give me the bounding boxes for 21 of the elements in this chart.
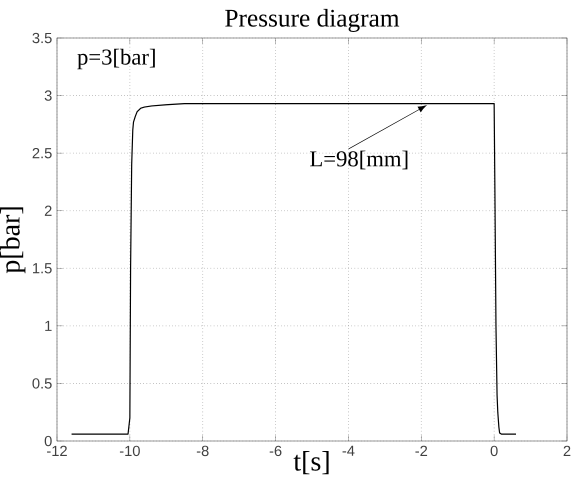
x-tick-label: -10 [120, 446, 140, 456]
y-tick-label: 0.5 [32, 378, 52, 389]
chart-title: Pressure diagram [225, 8, 400, 32]
annotation: L=98[mm] [310, 150, 408, 170]
y-tick-label: 2.5 [32, 148, 52, 158]
x-tick-label: -6 [270, 446, 282, 456]
x-tick-label: -2 [415, 446, 428, 456]
y-axis-title: p[bar] [0, 207, 26, 274]
x-tick-label: -8 [196, 446, 209, 456]
x-tick-label: -12 [47, 446, 67, 456]
x-tick-label: -4 [342, 446, 355, 456]
annotation: p=3[bar] [77, 48, 155, 70]
y-tick-label: 3 [44, 90, 52, 101]
y-tick-label: 1.5 [33, 263, 52, 274]
x-tick-label: 0 [490, 446, 498, 456]
y-tick-label: 1 [45, 320, 52, 331]
x-axis-title: t[s] [294, 451, 329, 474]
y-tick-label: 3.5 [32, 32, 52, 44]
x-tick-label: 2 [564, 446, 570, 456]
y-tick-label: 2 [44, 206, 52, 216]
y-tick-label: 0 [44, 436, 52, 446]
